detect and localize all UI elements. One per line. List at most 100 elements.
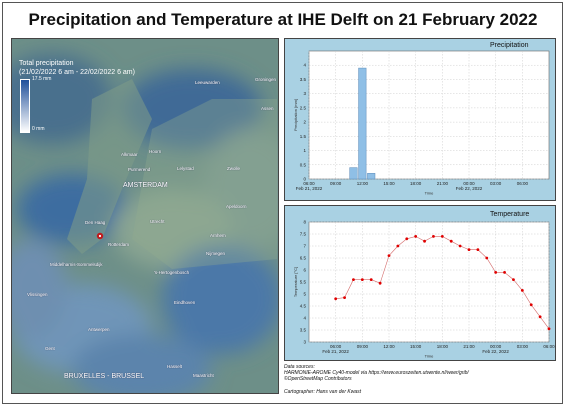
x-tick-label: 18:00: [437, 344, 449, 349]
y-tick-label: 3: [303, 340, 306, 345]
x-tick-label: 12:00: [357, 181, 369, 186]
y-tick-label: 3.5: [300, 77, 307, 82]
y-tick-label: 1.5: [300, 134, 307, 139]
y-tick-label: 0.5: [300, 162, 307, 167]
temperature-point: [343, 296, 346, 299]
x-axis-label: Time: [425, 354, 435, 359]
temperature-point: [503, 271, 506, 274]
place-label: Antwerpen: [88, 327, 110, 332]
place-label: Purmerend: [128, 167, 151, 172]
y-tick-label: 4: [303, 316, 306, 321]
map-background: [12, 39, 278, 393]
x-tick-label: 12:00: [383, 344, 395, 349]
place-label: Vlissingen: [27, 292, 48, 297]
temperature-point: [360, 278, 364, 281]
temperature-chart-panel: 3 3.5 4 4.5 5 5.5 6 6.5 7 7.5 8 06:00 09:00 12:00 15:0…: [284, 205, 556, 361]
plot-area: [308, 50, 550, 180]
place-label: Groningen: [255, 77, 277, 82]
temperature-point: [485, 256, 489, 260]
x-tick-label: 06:00: [303, 181, 315, 186]
precipitation-bar: [349, 167, 358, 180]
temperature-point: [520, 289, 524, 292]
legend-max-label: 17.5 mm: [32, 76, 52, 82]
temperature-point: [423, 239, 426, 243]
legend-min-label: 0 mm: [32, 126, 45, 132]
legend-color-bar: [20, 79, 30, 133]
place-label: BRUXELLES - BRUSSEL: [64, 373, 145, 380]
temperature-point: [414, 235, 418, 238]
x-tick-label: 18:00: [410, 181, 422, 186]
y-tick-label: 8: [303, 220, 306, 225]
temperature-point: [512, 278, 515, 281]
y-tick-label: 7.5: [300, 232, 307, 237]
y-tick-label: 1: [303, 148, 306, 153]
y-tick-label: 3: [303, 91, 306, 96]
sources-heading: Data sources:: [284, 364, 315, 370]
x-tick-label: 09:00: [357, 344, 369, 349]
y-axis-label: Temperature [°C]: [293, 267, 298, 297]
x-tick-label: 03:00: [517, 344, 529, 349]
legend-title-line-2: (21/02/2022 6 am - 22/02/2022 6 am): [19, 69, 135, 76]
place-label: Middelharnis-Sommelsdijk: [50, 262, 103, 267]
page-title: Precipitation and Temperature at IHE Del…: [28, 10, 538, 29]
x-tick-label: 15:00: [383, 181, 395, 186]
legend-title: Total precipitation (21/02/2022 6 am - 2…: [19, 59, 135, 77]
temperature-point: [369, 278, 373, 281]
temperature-point: [378, 281, 382, 285]
place-label: Eindhoven: [174, 300, 196, 305]
temperature-point: [387, 254, 391, 257]
place-label: 's-Hertogenbosch: [154, 270, 190, 275]
temperature-point: [432, 235, 435, 238]
place-label: Den Haag: [85, 220, 106, 225]
x-date-label: Feb 22, 2022: [456, 186, 483, 191]
place-label: Alkmaar: [121, 152, 138, 157]
sources-model: HARMONIE-AROME Cy40-model via https://ww…: [284, 370, 469, 376]
place-label: Arnhem: [210, 233, 226, 238]
temperature-point: [529, 303, 533, 307]
y-tick-label: 6.5: [300, 256, 307, 261]
x-tick-label: 21:00: [463, 344, 475, 349]
precipitation-bar: [367, 173, 376, 180]
place-label: Rotterdam: [108, 242, 130, 247]
temperature-point: [458, 244, 462, 248]
x-tick-label: 09:00: [330, 181, 342, 186]
legend-title-line-1: Total precipitation: [19, 60, 74, 67]
temperature-point: [476, 248, 480, 251]
temperature-point: [494, 271, 498, 274]
y-tick-label: 3.5: [300, 328, 307, 333]
x-tick-label: 06:00: [517, 181, 529, 186]
precipitation-bar: [358, 67, 367, 180]
x-axis-label: Time: [425, 191, 435, 196]
x-tick-label: 21:00: [437, 181, 449, 186]
x-tick-label: 03:00: [490, 181, 502, 186]
y-tick-label: 4.5: [300, 304, 307, 309]
x-tick-label: 06:00: [543, 344, 555, 349]
precipitation-chart: 0 0.5 1 1.5 2 2.5 3 3.5 4 06:00 09:00 12:00 15:00 18:…: [293, 42, 550, 196]
temperature-point: [440, 235, 444, 238]
chart-title: Temperature: [490, 211, 529, 218]
precipitation-map: Total precipitation (21/02/2022 6 am - 2…: [11, 38, 279, 394]
temperature-point: [396, 244, 400, 248]
y-tick-label: 6: [303, 268, 306, 273]
temperature-point: [352, 278, 355, 281]
place-label: Assen: [261, 106, 274, 111]
place-label: Nijmegen: [206, 251, 226, 256]
temperature-point: [547, 327, 551, 331]
place-label: Hoorn: [149, 149, 162, 154]
precipitation-chart-panel: 0 0.5 1 1.5 2 2.5 3 3.5 4 06:00 09:00 12:00 15:00 18:…: [284, 38, 556, 201]
y-axis-label: Precipitation [mm]: [293, 99, 298, 131]
chart-title: Precipitation: [490, 42, 529, 49]
y-tick-label: 0: [303, 177, 306, 182]
place-label: Apeldoorn: [226, 204, 247, 209]
place-label: Lelystad: [177, 166, 194, 171]
y-tick-label: 2.5: [300, 105, 307, 110]
y-tick-label: 7: [303, 244, 306, 249]
x-tick-label: 15:00: [410, 344, 422, 349]
x-tick-label: 06:00: [330, 344, 342, 349]
x-date-label: Feb 21, 2022: [296, 186, 323, 191]
temperature-point: [467, 248, 471, 251]
data-sources: Data sources: HARMONIE-AROME Cy40-model …: [284, 364, 469, 382]
sources-osm: ©OpenStreetMap Contributors: [284, 376, 352, 382]
temperature-point: [449, 239, 453, 243]
map-marker-dot: [98, 234, 102, 238]
